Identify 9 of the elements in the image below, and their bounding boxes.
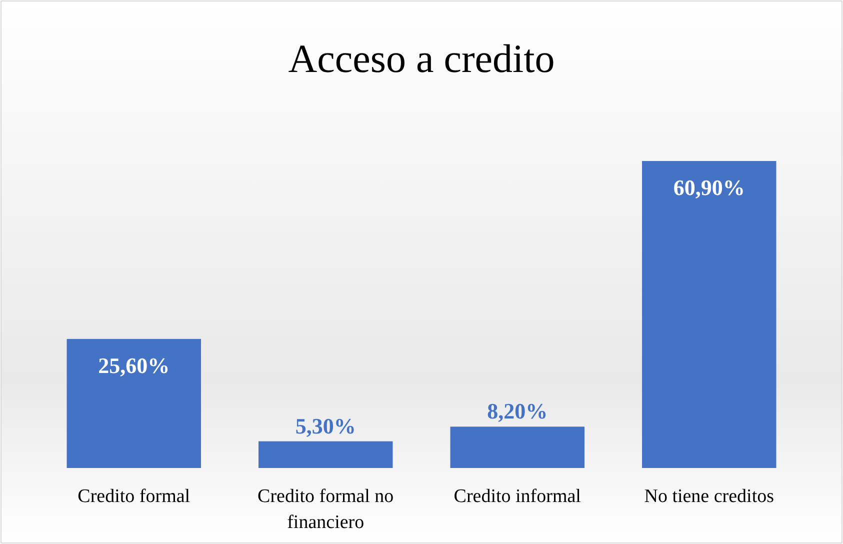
x-tick-label: No tiene creditos	[644, 486, 774, 507]
x-tick-label: Credito formal	[78, 486, 190, 507]
data-label: 5,30%	[295, 413, 356, 438]
x-tick-label: Credito informal	[454, 486, 581, 507]
data-label: 8,20%	[487, 398, 548, 424]
data-label: 25,60%	[98, 352, 170, 378]
chart-title: Acceso a credito	[288, 36, 555, 81]
x-tick-label: Credito formal no financiero	[258, 486, 394, 533]
data-label: 60,90%	[673, 175, 745, 200]
